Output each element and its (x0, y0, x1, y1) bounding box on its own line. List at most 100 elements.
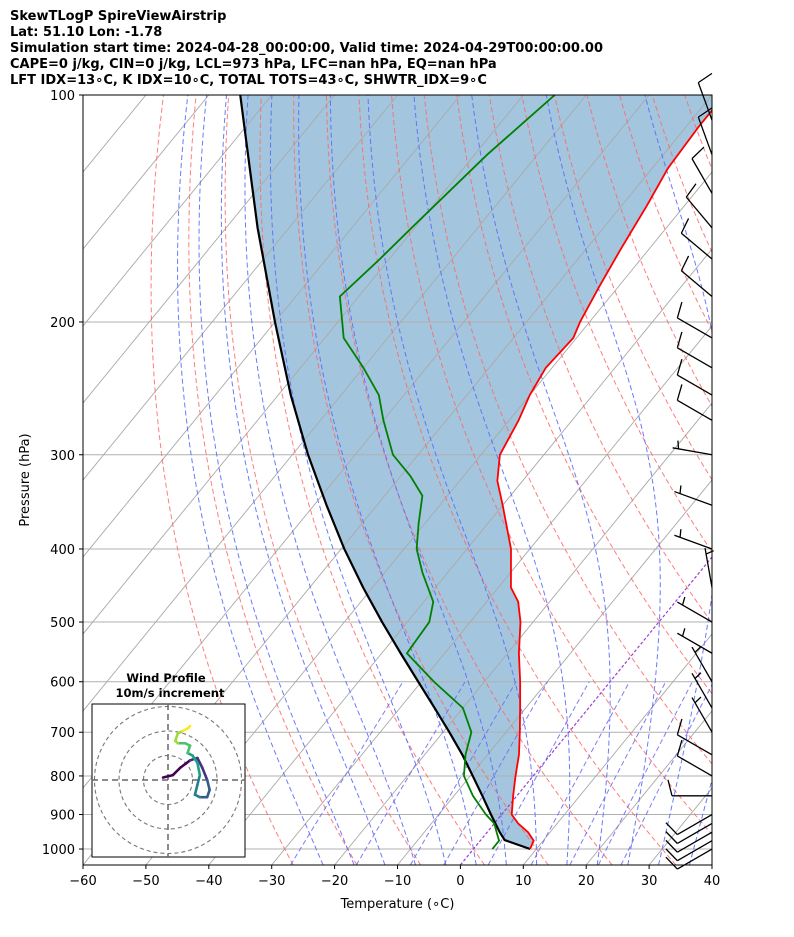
moist-adiabat (177, 95, 324, 865)
wind-barb (677, 596, 713, 623)
dry-adiabat (423, 95, 712, 765)
dry-adiabat (750, 95, 794, 865)
wind-barb (672, 440, 713, 456)
isotherm (83, 95, 524, 635)
isotherm (83, 95, 587, 712)
mixing-ratio-line (530, 681, 630, 865)
moist-adiabat (198, 95, 355, 865)
isotherm (271, 325, 712, 865)
dry-adiabat (325, 95, 613, 865)
dry-adiabat (521, 95, 712, 553)
hodograph-segment (161, 773, 175, 779)
mixing-ratio-line (487, 681, 590, 865)
hodograph-segment (193, 783, 199, 797)
isotherm (711, 864, 712, 865)
x-tick-label: 10 (515, 874, 532, 889)
isotherm (145, 171, 712, 865)
hodograph-segment (196, 761, 202, 777)
y-tick-label: 900 (50, 809, 75, 824)
x-tick-label: 40 (704, 874, 721, 889)
dry-adiabat (684, 95, 712, 171)
hodograph-subtitle: 10m/s increment (116, 686, 225, 700)
dry-adiabat (782, 95, 794, 865)
indices-line: LFT IDX=13∘C, K IDX=10∘C, TOTAL TOTS=43∘… (10, 73, 487, 88)
isotherm (522, 633, 712, 865)
hodograph-title: Wind Profile (126, 671, 206, 685)
y-tick-label: 100 (50, 89, 75, 104)
x-tick-label: 20 (578, 874, 595, 889)
parcel-profile (239, 95, 531, 851)
wind-barb (697, 72, 713, 121)
hodograph-segment (205, 778, 211, 792)
hodograph-segment (178, 759, 192, 770)
wind-barb (676, 359, 713, 396)
hodograph-segment (171, 766, 182, 777)
wind-barb (665, 840, 713, 862)
y-tick-label: 200 (50, 316, 75, 331)
isotherm (459, 556, 712, 865)
x-tick-label: −30 (258, 874, 285, 889)
moist-adiabat (413, 95, 571, 865)
dry-adiabat (488, 95, 712, 624)
x-tick-label: 30 (641, 874, 658, 889)
wind-barb (676, 331, 713, 369)
wind-barb (697, 107, 713, 155)
wind-barb (676, 718, 713, 756)
isotherm (83, 95, 273, 327)
isotherm (648, 787, 712, 865)
hodograph-segment (196, 773, 202, 787)
chart-title: SkewTLogP SpireViewAirstrip (10, 9, 227, 24)
axes: −60 −50 −40 −30 −20 −10 0 10 20 30 40 Temperature (… (18, 89, 720, 912)
wind-barb (676, 739, 713, 777)
wind-barb (704, 548, 714, 588)
wind-barb (676, 301, 713, 339)
dry-adiabat (150, 95, 294, 865)
wind-barb (674, 529, 713, 550)
isotherm (208, 248, 712, 865)
hodograph-segment (191, 754, 199, 765)
wind-barbs (665, 72, 714, 870)
y-tick-label: 400 (50, 543, 75, 558)
x-tick-label: 0 (456, 874, 464, 889)
dry-adiabat (619, 95, 712, 332)
x-tick-label: −60 (69, 874, 96, 889)
y-tick-label: 700 (50, 726, 75, 741)
moist-adiabat (298, 95, 477, 865)
isotherm (585, 710, 712, 865)
x-tick-label: −10 (384, 874, 411, 889)
moist-adiabat (644, 95, 712, 865)
isotherm (397, 479, 712, 865)
wind-barb (677, 628, 713, 654)
moist-adiabat (220, 95, 386, 865)
moist-adiabat (329, 95, 507, 865)
x-tick-label: −20 (321, 874, 348, 889)
y-tick-label: 600 (50, 676, 75, 691)
wind-barb (665, 831, 713, 853)
wind-barb (691, 146, 713, 194)
x-axis-label: Temperature (∘C) (340, 897, 455, 912)
mixing-ratio-line (597, 681, 693, 865)
x-tick-label: −50 (132, 874, 159, 889)
wind-barb (676, 384, 713, 421)
mixing-ratio-line (443, 681, 548, 865)
mixing-ratio-line (290, 681, 404, 865)
moist-adiabat (244, 95, 416, 865)
cape-cin-shading (240, 95, 712, 850)
hodograph-plot (92, 704, 245, 857)
wind-barb (665, 848, 713, 870)
wind-barb (665, 813, 713, 836)
y-axis-label: Pressure (hPa) (18, 433, 33, 526)
dry-adiabat (188, 95, 358, 865)
dry-adiabat (358, 95, 677, 865)
hodograph-segment (186, 724, 192, 730)
wind-barb (667, 779, 712, 797)
temperature-profile (496, 108, 712, 850)
wind-barb (691, 672, 713, 709)
wind-barb (691, 646, 713, 683)
wind-barb (674, 485, 713, 506)
isotherm (334, 402, 712, 865)
time-line: Simulation start time: 2024-04-28_00:00:… (10, 41, 603, 56)
isotherm (83, 95, 84, 96)
